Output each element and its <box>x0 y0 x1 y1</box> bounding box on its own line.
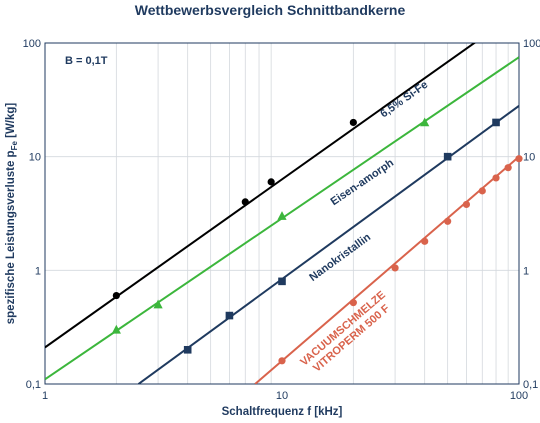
series-line-3 <box>254 155 519 384</box>
y-axis-label-unit: [W/kg] <box>5 103 17 141</box>
series-line-0 <box>45 43 477 349</box>
data-point <box>278 357 286 365</box>
y-axis-label: spezifische Leistungsverluste pFe [W/kg] <box>5 103 19 325</box>
x-tick-label: 10 <box>276 390 288 402</box>
series-label-line: 6,5% Si-Fe <box>378 79 430 121</box>
data-point <box>278 277 286 286</box>
y-tick-label-right: 10 <box>523 152 535 164</box>
y-axis-label-main: spezifische Leistungsverluste p <box>5 150 17 324</box>
data-point <box>444 217 452 225</box>
data-point <box>391 264 399 272</box>
data-point <box>111 324 121 334</box>
grid <box>45 43 519 384</box>
data-point <box>515 155 523 163</box>
series-label-line: Nanokristallin <box>307 231 373 284</box>
data-point <box>492 174 500 182</box>
series-label-line: VACUUMSCHMELZE <box>298 289 388 369</box>
data-point <box>153 299 163 309</box>
y-axis-label-subscript: Fe <box>10 141 19 151</box>
data-point <box>183 345 192 354</box>
series-labels: 6,5% Si-FeEisen-amorphNanokristallinVACU… <box>298 79 430 375</box>
data-point <box>225 311 234 320</box>
data-point <box>349 118 357 127</box>
x-tick-label: 1 <box>42 390 48 402</box>
data-point <box>241 198 249 206</box>
y-tick-label: 1 <box>35 265 41 277</box>
series-line-2 <box>137 105 519 384</box>
data-point <box>267 178 275 186</box>
data-point <box>420 117 430 127</box>
chart-title: Wettbewerbsvergleich Schnittbandkerne <box>135 2 406 18</box>
data-point <box>349 299 357 307</box>
y-tick-label-right: 1 <box>523 265 529 277</box>
data-point <box>504 164 512 172</box>
series-markers <box>111 117 523 365</box>
y-tick-label: 0,1 <box>26 379 41 391</box>
data-point <box>421 237 429 245</box>
series-label-2: Nanokristallin <box>307 231 373 284</box>
y-tick-label: 100 <box>23 38 41 50</box>
data-point <box>462 200 471 209</box>
plot-frame <box>44 42 520 385</box>
data-point <box>492 118 500 127</box>
condition-label: B = 0,1T <box>65 55 108 67</box>
data-point <box>112 291 120 300</box>
series-label-0: 6,5% Si-Fe <box>378 79 430 121</box>
x-tick-label: 100 <box>510 390 528 402</box>
x-axis-label: Schaltfrequenz f [kHz] <box>222 406 343 418</box>
data-point <box>443 152 452 161</box>
data-point <box>478 187 486 195</box>
data-point <box>277 211 287 220</box>
y-tick-label: 10 <box>29 152 41 164</box>
y-tick-label-right: 100 <box>523 38 540 50</box>
y-tick-label-right: 0,1 <box>523 379 538 391</box>
